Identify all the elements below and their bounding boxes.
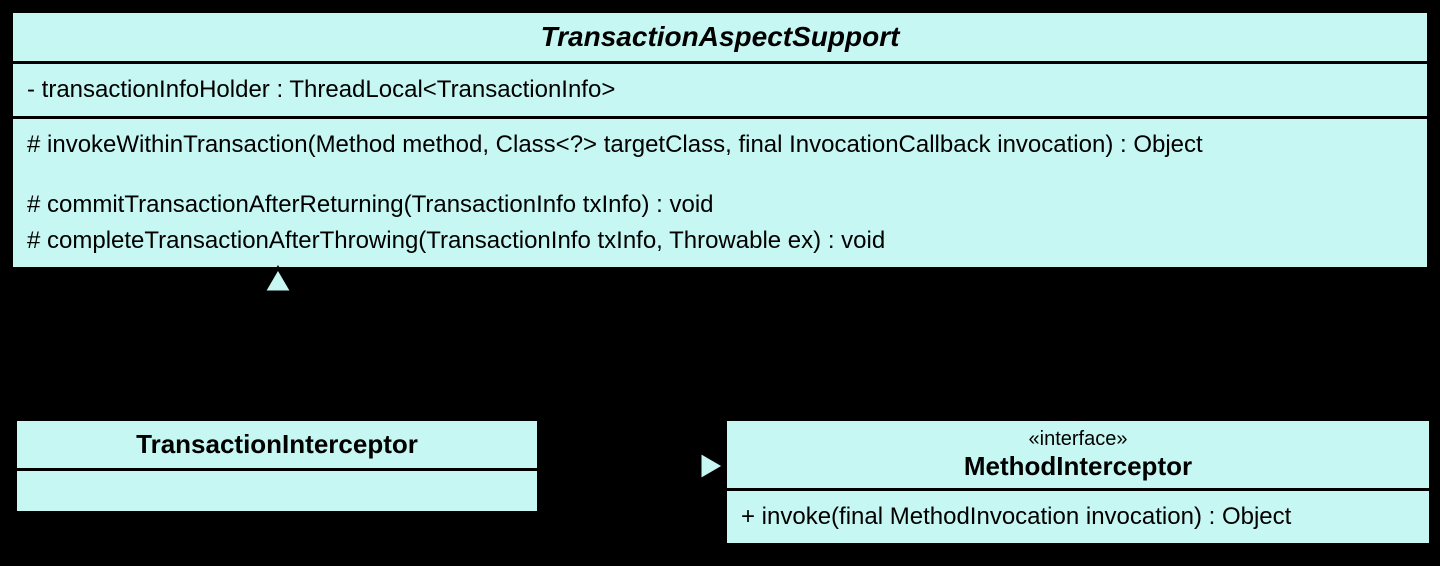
class-title: TransactionAspectSupport bbox=[13, 13, 1427, 64]
generalization-arrow bbox=[264, 268, 292, 418]
operations-compartment: + invoke(final MethodInvocation invocati… bbox=[727, 491, 1429, 543]
uml-class-transaction-aspect-support: TransactionAspectSupport - transactionIn… bbox=[10, 10, 1430, 270]
class-title: TransactionInterceptor bbox=[17, 421, 537, 471]
operation: + invoke(final MethodInvocation invocati… bbox=[741, 499, 1415, 535]
operation: # invokeWithinTransaction(Method method,… bbox=[27, 127, 1413, 163]
attribute: - transactionInfoHolder : ThreadLocal<Tr… bbox=[27, 72, 1413, 108]
realization-arrow bbox=[540, 452, 724, 480]
operation: # commitTransactionAfterReturning(Transa… bbox=[27, 187, 1413, 223]
operation: # completeTransactionAfterThrowing(Trans… bbox=[27, 223, 1413, 259]
class-title: MethodInterceptor bbox=[741, 451, 1415, 482]
spacer bbox=[27, 163, 1413, 187]
stereotype: «interface» bbox=[741, 427, 1415, 451]
class-header: «interface» MethodInterceptor bbox=[727, 421, 1429, 491]
attributes-compartment: - transactionInfoHolder : ThreadLocal<Tr… bbox=[13, 64, 1427, 119]
empty-compartment bbox=[17, 471, 537, 511]
uml-class-method-interceptor: «interface» MethodInterceptor + invoke(f… bbox=[724, 418, 1432, 546]
uml-class-transaction-interceptor: TransactionInterceptor bbox=[14, 418, 540, 514]
operations-compartment: # invokeWithinTransaction(Method method,… bbox=[13, 119, 1427, 267]
